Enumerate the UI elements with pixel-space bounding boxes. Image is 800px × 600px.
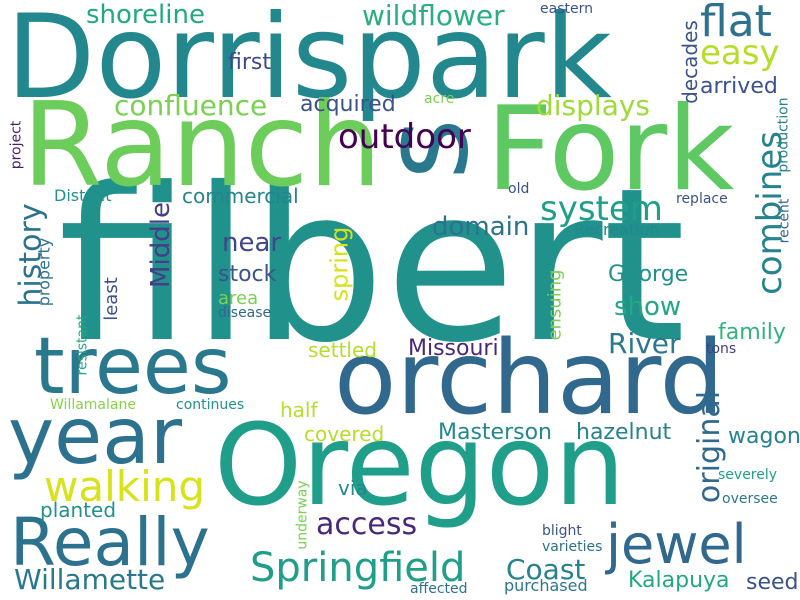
word-via: via [338,476,368,500]
word-oversee: oversee [722,491,778,507]
word-eastern: eastern [540,1,593,17]
word-middle: Middle [145,202,176,288]
word-jewel: jewel [606,513,747,576]
word-district: District [54,186,112,205]
word-recent: recent [776,198,793,244]
word-river: River [608,327,681,360]
word-confluence: confluence [114,89,268,122]
word-disease: disease [218,305,272,321]
word-near: near [222,228,282,258]
word-affected: affected [410,581,468,597]
word-coast: Coast [506,553,586,586]
word-arrived: arrived [700,74,778,99]
word-replace: replace [676,191,728,207]
word-stock: stock [218,262,277,287]
word-kalapuya: Kalapuya [628,568,730,593]
word-project: project [8,120,25,170]
word-area: area [218,288,259,309]
word-trees: trees [34,322,232,412]
word-acre: acre [424,91,455,107]
word-least: least [100,277,122,321]
word-spring: spring [325,226,354,302]
word-resistant: resistant [74,314,91,376]
word-filbert: filbert [58,142,686,389]
word-orchard: orchard [334,319,725,438]
word-production: production [775,97,792,173]
word-property: property [34,237,54,307]
word-outdoor: outdoor [338,117,471,157]
word-willamalane: Willamalane [50,397,136,413]
word-wildflower: wildflower [362,0,505,32]
word-wagon: wagon [728,424,800,449]
word-tons: tons [706,341,737,357]
word-walking: walking [44,462,206,511]
word-severely: severely [718,467,778,483]
word-really: Really [10,504,210,581]
word-seed: seed [746,570,799,595]
word-commercial: commercial [182,184,299,208]
word-purchased: purchased [504,576,588,595]
word-system: system [540,189,663,229]
word-flat: flat [700,0,772,47]
word-family: family [718,320,786,345]
word-dorrispark: Dorrispark [6,0,612,125]
word-original: original [692,390,728,504]
word-domain: domain [432,212,530,242]
word-continues: continues [176,397,245,413]
word-ranch: Ranch [22,78,382,213]
word-planted: planted [40,498,117,522]
word-hazelnut: hazelnut [576,420,672,445]
word-year: year [8,392,183,482]
word-half: half [280,398,318,422]
word-acquired: acquired [300,92,396,117]
word-show: show [614,292,682,322]
word-covered: covered [304,422,385,446]
word-blight: blight [542,523,582,539]
word-ensuing: ensuing [544,269,566,341]
word-easy: easy [700,33,780,73]
word-shoreline: shoreline [86,0,205,30]
word-george: George [608,262,689,287]
word-masterson: Masterson [438,420,552,445]
word-displays: displays [536,89,651,122]
word-old: old [508,181,530,197]
word-settled: settled [308,338,377,362]
word-recreation: Recreation [574,220,660,239]
word-oregon: Oregon [214,401,626,531]
word-decades: decades [677,20,702,104]
word-first: first [228,50,271,75]
word-willamette: Willamette [14,563,166,596]
word-fork: Fork [486,82,735,217]
word-access: access [316,507,418,542]
word-underway: underway [294,480,311,550]
word-missouri: Missouri [408,336,499,361]
word-springfield: Springfield [250,545,466,591]
word-varieties: varieties [542,539,603,555]
